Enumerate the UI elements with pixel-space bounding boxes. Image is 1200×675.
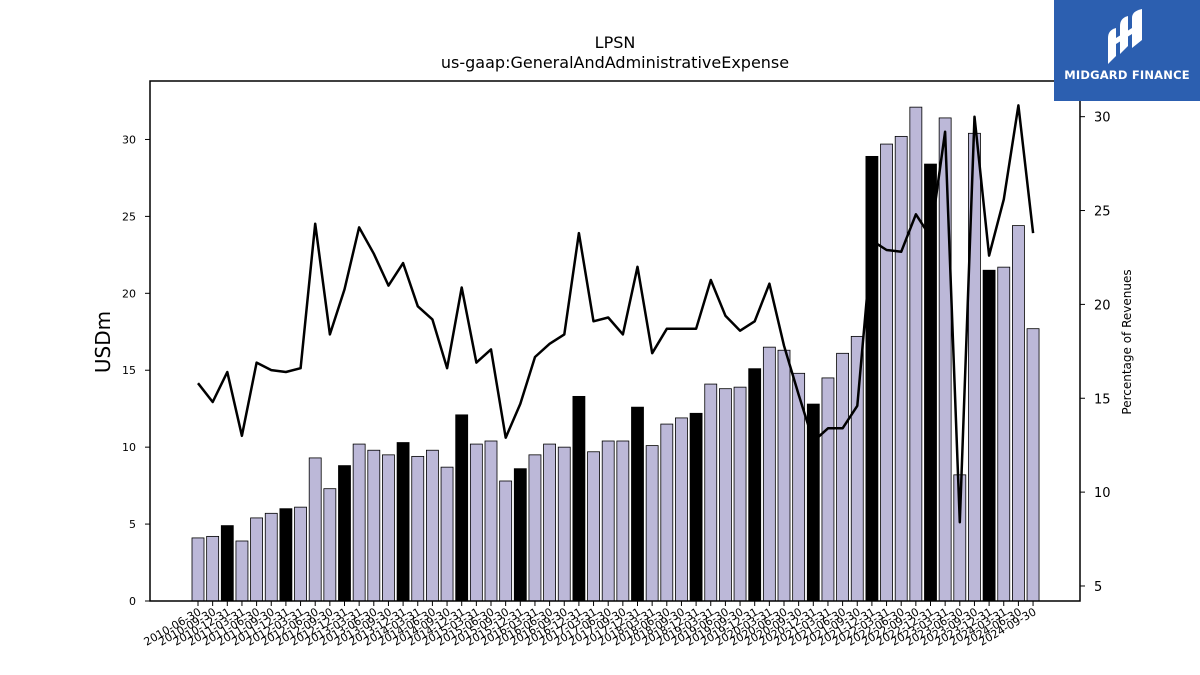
bar: [601, 440, 615, 602]
bar: [836, 352, 849, 602]
y-tick-label: 15: [122, 364, 136, 377]
brand-logo: MIDGARD FINANCE: [1054, 0, 1200, 101]
bar: [469, 443, 483, 602]
bar: [865, 155, 879, 602]
bar: [616, 440, 630, 602]
chart-title: LPSN: [595, 33, 636, 52]
bar: [572, 395, 586, 602]
bar: [396, 442, 410, 602]
chart-subtitle: us-gaap:GeneralAndAdministrativeExpense: [441, 53, 789, 72]
y-tick-label: 20: [122, 287, 136, 300]
bar: [191, 537, 205, 602]
bar: [264, 512, 278, 602]
line-series: [197, 104, 1035, 524]
y-tick-label: 5: [129, 518, 136, 531]
y-tick-label: 10: [122, 441, 136, 454]
y2-tick-label: 5: [1094, 580, 1102, 595]
bar: [733, 386, 747, 602]
bar: [338, 465, 351, 602]
bar: [440, 466, 454, 602]
y2-tick-label: 15: [1094, 392, 1111, 407]
bar: [850, 335, 864, 602]
bar-series: [191, 106, 1040, 602]
bar: [557, 446, 571, 602]
bar: [323, 488, 337, 602]
y-axis-label: USDm: [91, 311, 115, 373]
bar: [777, 349, 791, 602]
bar: [806, 403, 820, 602]
bar: [762, 346, 776, 602]
midgard-logo-icon: [1108, 9, 1142, 64]
bar: [1026, 328, 1040, 602]
bar: [411, 455, 425, 602]
bar: [894, 135, 908, 602]
bar: [367, 449, 381, 602]
bar: [425, 449, 439, 602]
bar: [660, 423, 674, 602]
bar: [748, 368, 762, 602]
bar: [880, 143, 893, 602]
bar: [250, 517, 264, 602]
bar: [587, 451, 600, 602]
bar: [821, 377, 835, 602]
bar: [909, 106, 923, 602]
y-tick-label: 0: [129, 595, 136, 608]
bar: [499, 480, 513, 602]
y-tick-label: 25: [122, 210, 136, 223]
bar: [528, 454, 542, 602]
bar: [206, 535, 220, 602]
y2-tick-label: 10: [1094, 486, 1111, 501]
y-tick-label: 30: [122, 133, 136, 146]
y2-tick-label: 30: [1094, 111, 1111, 126]
bar: [631, 406, 644, 602]
bar: [235, 540, 249, 602]
axes: 051015202530510152025302010-06-302010-09…: [122, 80, 1111, 649]
bar: [455, 414, 469, 602]
bar: [675, 417, 688, 602]
y2-axis-label: Percentage of Revenues: [1120, 269, 1134, 414]
plot-frame: [149, 80, 1081, 602]
bar: [279, 508, 293, 602]
bar: [220, 525, 234, 602]
series-line: [197, 104, 1035, 524]
bar: [982, 269, 996, 602]
bar: [294, 506, 307, 602]
bar: [719, 388, 732, 602]
y2-tick-label: 20: [1094, 298, 1111, 313]
bar: [704, 383, 718, 602]
bar: [543, 443, 556, 602]
bar: [513, 468, 527, 602]
bar: [352, 443, 366, 602]
bar: [938, 117, 952, 602]
bar: [308, 457, 322, 602]
bar: [484, 440, 498, 602]
bar: [689, 412, 703, 602]
bar: [382, 454, 395, 602]
bar: [997, 266, 1011, 602]
bar: [645, 445, 659, 602]
brand-name: MIDGARD FINANCE: [1064, 68, 1190, 82]
y2-tick-label: 25: [1094, 205, 1111, 220]
bar: [1012, 225, 1025, 602]
